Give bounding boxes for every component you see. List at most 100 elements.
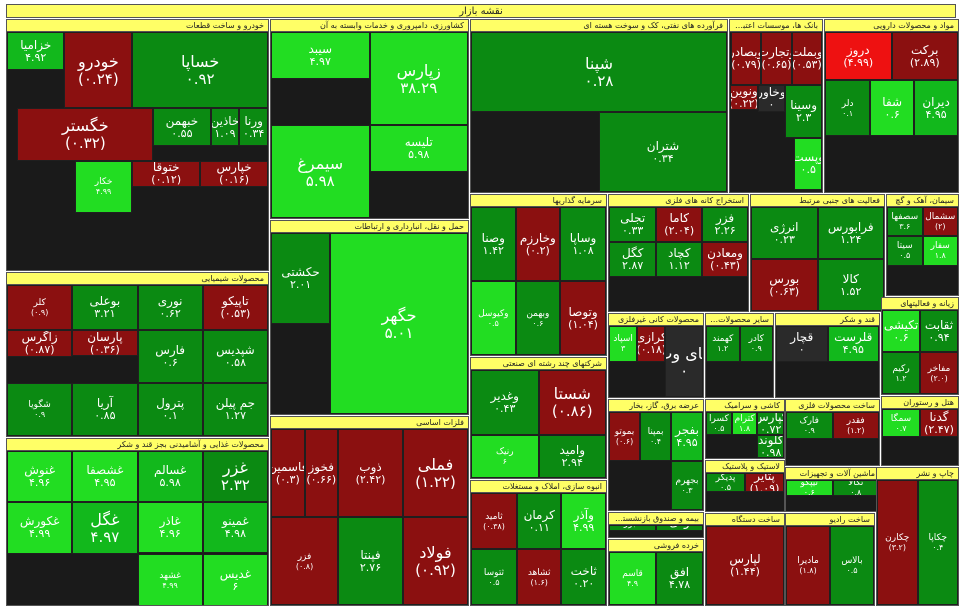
stock-tile[interactable]: چکاپا ۰.۴ [917,480,958,605]
stock-tile[interactable]: رنیک ۶ [471,434,539,478]
stock-tile[interactable]: اسپاد ۳ [609,326,638,362]
stock-tile[interactable]: ثقابت ۰.۹۴ [920,310,958,352]
sector-header[interactable]: فلزات اساسی [271,417,468,429]
stock-tile[interactable]: فزر ۲.۲۶ [702,207,748,243]
sector-header[interactable]: محصولات شیمیایی [7,273,268,285]
stock-tile[interactable]: آریا ۰.۸۵ [72,383,138,436]
sector-header[interactable]: ساخت رادیو [786,514,874,526]
sector-header[interactable]: هتل و رستوران [882,397,958,409]
stock-tile[interactable]: فارک ۰.۹ [786,412,833,439]
stock-tile[interactable]: فرابورس ۱.۲۴ [817,207,884,259]
stock-tile[interactable]: پدیگر ۰.۵ [706,473,745,492]
sector-header[interactable]: ماشین آلات و تجهیزات [786,468,879,480]
stock-tile[interactable]: کخاک۰.۸ [675,397,703,398]
stock-tile[interactable]: گدنا (۲.۴۷) [920,409,958,437]
sector-header[interactable]: فعالیت های جنبی مرتبط [751,195,884,207]
stock-tile[interactable]: فملی (۱.۲۲) [403,429,468,517]
stock-tile[interactable]: ونوین(۰.۲۲) [730,84,758,111]
stock-tile[interactable]: غسالم ۵.۹۸ [137,451,203,502]
stock-tile[interactable]: وغدیر ۰.۴۳ [471,370,539,435]
stock-tile[interactable]: بفجر ۴.۹۵ [671,412,703,461]
stock-tile[interactable]: کرمان ۰.۱۱ [516,493,562,549]
stock-tile[interactable]: کاما (۲.۰۴) [656,207,703,243]
stock-tile[interactable]: خگستر (۰.۳۲) [17,108,154,161]
stock-tile[interactable]: فارس ۰.۶ [137,330,203,384]
sector-header[interactable]: کشاورزی، دامپروری و خدمات وابسته به آن [271,20,468,32]
stock-tile[interactable]: وامید ۲.۹۴ [538,434,606,478]
stock-tile[interactable]: وبملت (۰.۵۳) [791,32,822,85]
stock-tile[interactable]: وصنا ۱.۴۲ [471,207,516,281]
stock-tile[interactable]: تکالا ۰.۸ [832,480,879,496]
sector-header[interactable]: انبوه سازی، املاک و مستغلات [471,481,606,493]
stock-tile[interactable]: ثتوسا ۰.۵ [471,549,517,605]
stock-tile[interactable]: تیپکو ۰.۶ [786,480,833,496]
stock-tile[interactable]: خودرو (۰.۲۴) [64,32,133,109]
stock-tile[interactable]: پتایر (۱.۰۹) [745,473,784,492]
sector-header[interactable]: خودرو و ساخت قطعات [7,20,268,32]
stock-tile[interactable]: کگل ۲.۸۷ [609,242,657,277]
stock-tile[interactable]: دروز (۴.۹۹) [825,32,892,80]
stock-tile[interactable]: ثشاهد (۱.۶) [516,549,562,605]
stock-tile[interactable]: سیتا ۰.۵ [887,236,923,266]
sector-header[interactable]: مواد و محصولات دارویی [825,20,958,32]
stock-tile[interactable]: فخوز (۰.۶۶) [304,429,338,517]
stock-tile[interactable]: بمپنا ۰.۴ [640,412,672,461]
stock-tile[interactable]: شگویا ۰.۹ [7,383,73,436]
stock-tile[interactable]: اخابر۰.۲ [647,397,675,398]
stock-tile[interactable]: حتاید۲.۹۵ [409,414,468,415]
stock-tile[interactable]: وبهمن ۰.۶ [515,281,561,355]
stock-tile[interactable]: خپارس (۰.۱۶) [200,160,268,187]
stock-tile[interactable]: فپنتا ۲.۷۶ [338,517,403,605]
stock-tile[interactable]: غزر ۲.۳۲ [202,451,268,502]
sector-header[interactable]: لاستیک و پلاستیک [706,461,784,473]
stock-tile[interactable]: برکت (۲.۸۹) [891,32,958,80]
stock-tile[interactable]: وساپا ۱.۰۸ [560,207,606,281]
sector-header[interactable]: حمل و نقل، انبارداری و ارتباطات [271,221,468,233]
stock-tile[interactable]: شپنا ۰.۲۸ [471,32,727,112]
stock-tile[interactable]: وسینا ۲.۳ [785,84,822,138]
stock-tile[interactable]: چکارن (۳.۲) [877,480,918,605]
stock-tile[interactable]: مادیرا (۱.۸) [786,526,830,605]
stock-tile[interactable]: بوعلی ۳.۲۱ [72,285,138,331]
sector-header[interactable]: بانک ها، موسسات اعتباری و سایر نهادهای م… [730,20,822,32]
stock-tile[interactable]: دلر ۰.۱ [825,80,871,136]
stock-tile[interactable]: غشهد ۴.۹۹ [137,554,203,605]
stock-tile[interactable]: حکشتی ۲.۰۱ [271,233,331,324]
sector-header[interactable]: ساخت محصولات فلزی [786,400,879,412]
stock-tile[interactable]: وتجارت(۰.۶۵) [761,32,792,85]
stock-tile[interactable]: کهمند ۱.۲ [706,326,740,362]
stock-tile[interactable]: جم پیلن ۱.۲۷ [202,383,268,436]
stock-tile[interactable]: تلیسه ۵.۹۸ [369,125,468,172]
sector-header[interactable]: بیمه و صندوق بازنشستگی [609,513,703,525]
stock-tile[interactable]: کترام ۱.۸ [731,412,758,435]
stock-tile[interactable]: وخارزم (۰.۲) [515,207,561,281]
stock-tile[interactable]: ورنا ۰.۳۴ [239,108,268,147]
stock-tile[interactable]: شستا (۰.۸۶) [538,370,606,435]
sector-header[interactable]: خرده فروشی [609,540,703,552]
stock-tile[interactable]: سمگا ۰.۷ [882,409,920,437]
stock-tile[interactable]: وتوصا (۱.۰۴) [560,281,606,355]
sector-header[interactable]: محصولات کانی غیرفلزی [609,314,703,326]
sector-header[interactable]: سرمایه گذاریها [471,195,606,207]
stock-tile[interactable]: شفا ۰.۶ [870,80,915,136]
sector-header[interactable]: فرآورده های نفتی، کک و سوخت هسته ای [471,20,727,32]
sector-header[interactable]: محصولات غذایی و آشامیدنی بجز قند و شکر [7,439,268,451]
stock-tile[interactable]: بموتو (۰.۶) [609,412,641,461]
stock-tile[interactable]: فاسمین(۰.۳) [271,429,305,517]
stock-tile[interactable]: افق ۴.۷۸ [656,552,703,605]
stock-tile[interactable]: مفاخر (۲.۰) [920,352,958,394]
stock-tile[interactable]: زشریف۵.۹۹ [370,218,469,219]
stock-tile[interactable]: کالا ۱.۵۲ [817,259,884,311]
stock-tile[interactable]: فقدر (۱.۲) [832,412,879,439]
stock-tile[interactable]: غدیس ۶ [202,554,268,605]
stock-tile[interactable]: خزامیا ۴.۹۲ [7,32,65,71]
stock-tile[interactable]: تاپیکو (۰.۵۳) [202,285,268,331]
stock-tile[interactable]: فولاد (۰.۹۲) [403,517,468,605]
sector-header[interactable]: ساير محصولات كاني [706,314,773,326]
sector-header[interactable]: عرضه برق، گاز، بخار [609,400,703,412]
stock-tile[interactable]: سیمرغ ۵.۹۸ [271,125,370,218]
stock-tile[interactable]: بورس (۰.۶۳) [751,259,818,311]
stock-tile[interactable]: غشصفا ۴.۹۵ [72,451,138,502]
sector-header[interactable]: استخراج کانه های فلزی [609,195,748,207]
stock-tile[interactable]: شبندر(۰.۶۵) [471,192,727,193]
